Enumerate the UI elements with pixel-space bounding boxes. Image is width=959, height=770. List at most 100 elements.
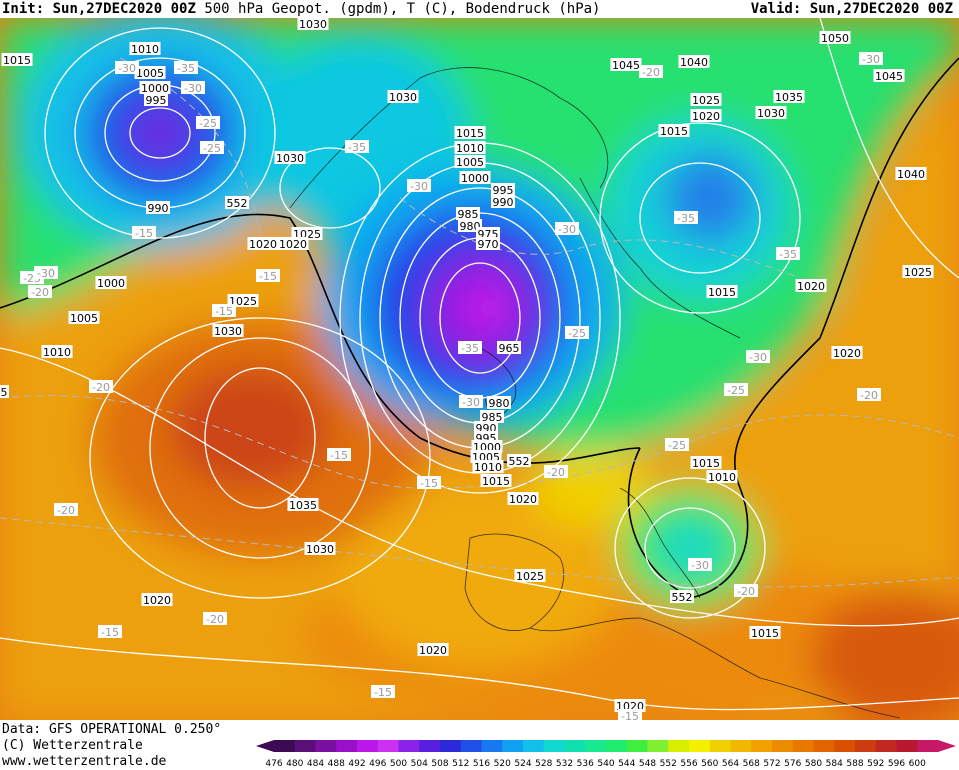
scale-cell [585, 740, 607, 752]
isobar-label-text: 1010 [708, 471, 736, 484]
isobar-label-text: 1045 [612, 59, 640, 72]
temperature-label-box [565, 326, 589, 339]
isobar-label: 965 [497, 341, 521, 355]
isobar-label-text: 1015 [3, 54, 31, 67]
temperature-label-box [200, 141, 224, 154]
scale-tick-label: 476 [265, 759, 282, 768]
isobar-label: 1010 [454, 141, 486, 155]
temperature-label: -25 [196, 116, 220, 130]
isobar-label-text: 552 [509, 455, 530, 468]
isobar-label-box [274, 151, 306, 164]
isobar-label: 1025 [902, 265, 934, 279]
temperature-label: -20 [857, 388, 881, 402]
temperature-label-text: -30 [558, 223, 576, 236]
isobar-label-text: 1010 [474, 461, 502, 474]
temperature-label-text: -20 [547, 466, 565, 479]
temperature-label-text: -30 [184, 82, 202, 95]
isobar-label-text: 1030 [214, 325, 242, 338]
scale-cell [730, 740, 752, 752]
isobar-label-box [304, 542, 336, 555]
isobar-label: 1025 [690, 93, 722, 107]
scale-tick-label: 544 [618, 759, 635, 768]
temperature-label-box [98, 625, 122, 638]
isobar-label: 1015 [749, 626, 781, 640]
isobar-label-text: 985 [482, 411, 503, 424]
isobar-label: 1005 [68, 311, 100, 325]
isobar-label-box [456, 207, 480, 220]
isobar-label-box [610, 58, 642, 71]
temperature-label: -30 [407, 179, 431, 193]
isobar-label: 1015 [1, 53, 33, 67]
isobar-label-box [773, 90, 805, 103]
isobar-label: 1020 [247, 237, 279, 251]
scale-cell [398, 740, 420, 752]
isobar-label: 1020 [141, 593, 173, 607]
temperature-label: -20 [89, 380, 113, 394]
temperature-label-text: -35 [348, 141, 366, 154]
scale-tick-label: 520 [494, 759, 511, 768]
isobar-label-text: 1040 [680, 56, 708, 69]
isobar-label: 1020 [277, 237, 309, 251]
isobar-label-text: 5 [1, 386, 8, 399]
isobar-label-box [139, 81, 171, 94]
scale-cell [357, 740, 379, 752]
isoline-552-west [0, 213, 641, 464]
scale-cell [606, 740, 628, 752]
isobar-label-text: 1010 [131, 43, 159, 56]
scale-cell [813, 740, 835, 752]
isobar-label-text: 995 [493, 184, 514, 197]
scale-cell [419, 740, 441, 752]
isobar-label: 1015 [454, 126, 486, 140]
scale-tick-label: 536 [577, 759, 594, 768]
isobars [0, 18, 959, 711]
isobar-label-text: 970 [478, 238, 499, 251]
temperature-label-text: -15 [259, 270, 277, 283]
temperature-label: -30 [859, 52, 883, 66]
isobar-label-box [471, 440, 503, 453]
website-link[interactable]: www.wetterzentrale.de [2, 754, 167, 769]
isobar-label-box [670, 590, 694, 603]
isobar-label-text: 1020 [249, 238, 277, 251]
scale-cell [834, 740, 856, 752]
scale-tick-label: 580 [805, 759, 822, 768]
isobar-label-box [690, 456, 722, 469]
temperature-label-box [618, 709, 642, 720]
isobar-label-box [459, 171, 491, 184]
color-scale-cells [256, 740, 956, 752]
scale-cell [689, 740, 711, 752]
isobar-label-box [470, 450, 502, 463]
isobar-label-box [68, 311, 100, 324]
scale-tick-label: 512 [452, 759, 469, 768]
scale-cell [875, 740, 897, 752]
scale-cell [460, 740, 482, 752]
temperature-label-text: -30 [462, 396, 480, 409]
scale-tick-label: 576 [784, 759, 801, 768]
isobar-label-text: 1010 [456, 142, 484, 155]
isobar-label-box [277, 237, 309, 250]
temperature-label: -20 [54, 503, 78, 517]
scale-tick-label: 584 [826, 759, 843, 768]
temperature-label-text: -30 [410, 180, 428, 193]
temperature-label-text: -30 [749, 351, 767, 364]
isobar-label: 1015 [690, 456, 722, 470]
isobar-label-box [287, 498, 319, 511]
isobar-label: 1020 [507, 492, 539, 506]
isobar-label: 990 [146, 201, 170, 215]
isobar-label-text: 1000 [461, 172, 489, 185]
temperature-label-box [417, 476, 441, 489]
isobar-label-text: 1040 [897, 168, 925, 181]
scale-tick-label: 540 [597, 759, 614, 768]
chart-title: 500 hPa Geopot. (gpdm), T (C), Bodendruc… [204, 1, 601, 17]
isobar-label-box [658, 124, 690, 137]
temperature-label-box [639, 65, 663, 78]
isobar-label-text: 1020 [279, 238, 307, 251]
scale-cell [294, 740, 316, 752]
temperature-label-box [196, 116, 220, 129]
scale-tick-label: 596 [888, 759, 905, 768]
temperature-label: -35 [458, 341, 482, 355]
isobar-label-box [902, 265, 934, 278]
scale-tick-label: 600 [909, 759, 926, 768]
temperature-label-box [345, 140, 369, 153]
temperature-label-text: -15 [374, 686, 392, 699]
temperature-label-text: -30 [691, 559, 709, 572]
